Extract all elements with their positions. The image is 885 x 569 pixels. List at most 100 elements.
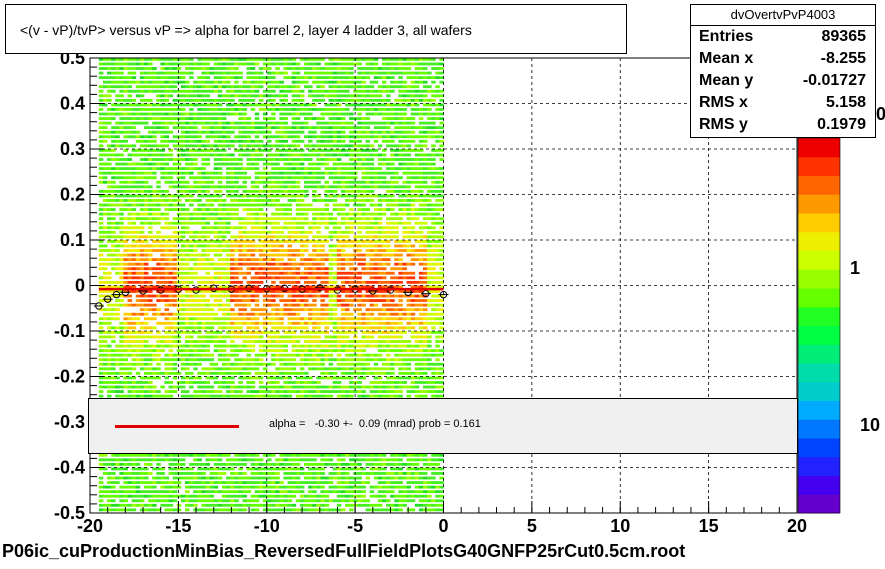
- heat-cell: [250, 212, 256, 216]
- heat-cell: [213, 394, 219, 398]
- heat-cell: [98, 267, 104, 271]
- heat-cell: [193, 244, 198, 248]
- heat-cell: [164, 271, 169, 275]
- heat-cell: [258, 258, 264, 262]
- heat-cell: [139, 285, 145, 289]
- heat-cell: [312, 321, 317, 325]
- heat-cell: [328, 299, 334, 302]
- heat-cell: [107, 185, 112, 189]
- heat-cell: [143, 280, 149, 284]
- heat-cell: [238, 199, 243, 202]
- heat-cell: [267, 490, 272, 494]
- heat-cell: [102, 199, 108, 202]
- heat-cell: [185, 249, 190, 252]
- heat-cell: [131, 262, 137, 266]
- heat-cell: [205, 221, 211, 225]
- heat-cell: [164, 67, 169, 70]
- heat-cell: [168, 490, 174, 494]
- heat-cell: [193, 62, 198, 66]
- heat-cell: [299, 503, 305, 507]
- heat-cell: [312, 253, 317, 257]
- heat-cell: [172, 303, 178, 307]
- heat-cell: [316, 317, 321, 321]
- heat-cell: [279, 185, 284, 189]
- heat-cell: [308, 176, 313, 180]
- heat-cell: [111, 390, 116, 393]
- heat-cell: [111, 303, 116, 307]
- heat-cell: [320, 208, 325, 211]
- heat-cell: [189, 453, 194, 457]
- heat-cell: [320, 494, 325, 498]
- heat-cell: [246, 217, 252, 221]
- heat-cell: [230, 189, 235, 193]
- heat-cell: [303, 385, 309, 389]
- heat-cell: [308, 126, 313, 130]
- heat-cell: [148, 303, 153, 307]
- heat-cell: [312, 258, 317, 262]
- heat-cell: [271, 230, 276, 234]
- heat-cell: [275, 149, 280, 152]
- heat-cell: [107, 362, 112, 366]
- heat-cell: [201, 89, 206, 93]
- heat-cell: [197, 490, 202, 494]
- heat-cell: [267, 171, 272, 175]
- heat-cell: [205, 490, 211, 494]
- heat-cell: [185, 180, 190, 184]
- heat-cell: [320, 212, 325, 216]
- heat-cell: [193, 221, 198, 225]
- heat-cell: [283, 153, 288, 157]
- heat-cell: [135, 249, 141, 252]
- heat-cell: [209, 171, 215, 175]
- heat-cell: [148, 158, 153, 161]
- heat-cell: [271, 481, 276, 484]
- heat-cell: [246, 394, 252, 398]
- heat-cell: [258, 267, 264, 271]
- heat-cell: [295, 98, 301, 102]
- heat-cell: [209, 353, 215, 357]
- heat-cell: [148, 349, 153, 353]
- heat-cell: [176, 258, 182, 262]
- heat-cell: [328, 453, 334, 457]
- heat-cell: [180, 112, 186, 116]
- heat-cell: [205, 453, 211, 457]
- heat-cell: [303, 80, 309, 84]
- heat-cell: [143, 62, 149, 66]
- heat-cell: [168, 358, 174, 362]
- heat-cell: [254, 285, 260, 289]
- heat-cell: [242, 108, 247, 111]
- heat-cell: [254, 226, 260, 230]
- heat-cell: [271, 135, 276, 139]
- heat-cell: [316, 308, 321, 312]
- heat-cell: [221, 235, 227, 239]
- heat-cell: [271, 144, 276, 148]
- heat-cell: [139, 262, 145, 266]
- heat-cell: [316, 121, 321, 125]
- heat-cell: [254, 189, 260, 193]
- heat-cell: [115, 162, 120, 166]
- heat-cell: [205, 212, 211, 216]
- heat-cell: [148, 294, 153, 298]
- heat-cell: [303, 189, 309, 193]
- heat-cell: [217, 85, 223, 89]
- heat-cell: [189, 362, 194, 366]
- heat-cell: [234, 194, 239, 198]
- heat-cell: [246, 67, 252, 70]
- heat-cell: [131, 344, 137, 348]
- heat-cell: [139, 176, 145, 180]
- heat-cell: [295, 139, 301, 143]
- heat-cell: [176, 349, 182, 353]
- heat-cell: [328, 285, 334, 289]
- heat-cell: [201, 108, 206, 111]
- heat-cell: [189, 494, 194, 498]
- heat-cell: [102, 258, 108, 262]
- heat-cell: [287, 371, 293, 375]
- heat-cell: [230, 317, 235, 321]
- heat-cell: [148, 490, 153, 494]
- heat-cell: [143, 244, 149, 248]
- heat-cell: [168, 108, 174, 111]
- heat-cell: [221, 308, 227, 312]
- heat-cell: [123, 326, 128, 330]
- heat-cell: [148, 376, 153, 380]
- heat-cell: [262, 199, 268, 202]
- heat-cell: [205, 349, 211, 353]
